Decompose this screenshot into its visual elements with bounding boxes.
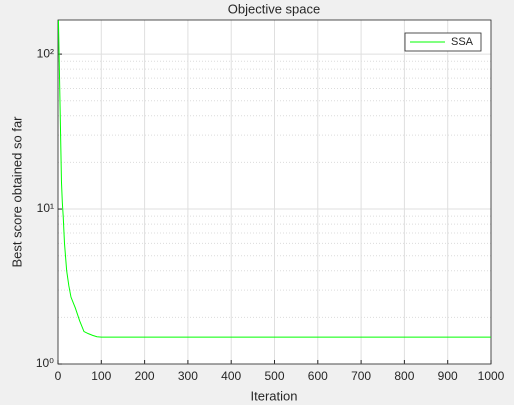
legend-label: SSA xyxy=(451,36,474,48)
x-tick-label: 300 xyxy=(178,369,198,383)
x-tick-label: 700 xyxy=(351,369,371,383)
x-tick-label: 100 xyxy=(91,369,111,383)
x-tick-label: 0 xyxy=(55,369,62,383)
x-tick-label: 1000 xyxy=(478,369,505,383)
x-axis-label: Iteration xyxy=(251,388,298,403)
chart-title: Objective space xyxy=(228,1,321,16)
axes-box xyxy=(57,19,492,365)
x-tick-label: 900 xyxy=(438,369,458,383)
x-tick-label: 600 xyxy=(308,369,328,383)
y-tick-label: 10¹ xyxy=(37,201,54,215)
line xyxy=(57,20,491,338)
y-tick-label: 10⁰ xyxy=(36,356,54,370)
x-tick-label: 400 xyxy=(221,369,241,383)
y-tick-label: 10² xyxy=(37,46,54,60)
x-tick-label: 200 xyxy=(135,369,155,383)
y-axis-label: Best score obtained so far xyxy=(9,116,24,268)
x-tick-label: 500 xyxy=(264,369,284,383)
x-tick-label: 800 xyxy=(394,369,414,383)
